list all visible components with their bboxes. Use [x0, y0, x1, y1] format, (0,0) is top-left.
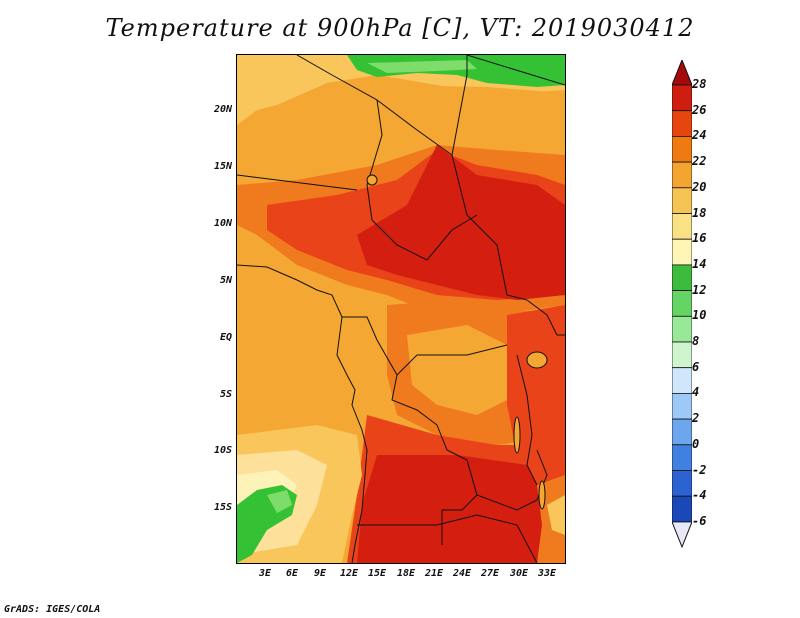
- border-line-11: [516, 354, 538, 486]
- border-line-10: [526, 299, 565, 336]
- colorbar-label: 22: [692, 154, 707, 169]
- colorbar-label: -2: [692, 462, 707, 477]
- colorbar-segment: [672, 110, 692, 137]
- map-canvas: [237, 55, 565, 563]
- colorbar-label: 28: [692, 77, 707, 91]
- footer-credit: GrADS: IGES/COLA: [4, 604, 101, 615]
- border-line-9: [476, 449, 548, 511]
- colorbar-segment: [672, 290, 692, 317]
- colorbar-label: 8: [692, 334, 700, 348]
- lon-label-18e: 18E: [396, 568, 416, 579]
- colorbar-segment: [672, 367, 692, 394]
- colorbar-label: 12: [692, 282, 707, 297]
- great-lakes-region: [507, 305, 565, 475]
- lat-label-eq: EQ: [219, 332, 232, 343]
- colorbar-segment: [672, 444, 692, 471]
- colorbar-segment: [672, 161, 692, 189]
- lon-label-33e: 33E: [537, 568, 557, 579]
- colorbar-label: 26: [692, 102, 707, 117]
- lon-label-15e: 15E: [367, 568, 387, 579]
- border-line-3: [451, 55, 468, 156]
- colorbar-segment: [672, 341, 692, 369]
- colorbar-label: 0: [692, 436, 700, 451]
- congo-basin-inner: [407, 325, 517, 415]
- colorbar-label: 4: [692, 385, 700, 400]
- colorbar-lower-arrow: [672, 521, 692, 549]
- colorbar-segment: [672, 315, 692, 343]
- colorbar: [672, 60, 692, 549]
- southeast-yellow: [547, 495, 565, 535]
- colorbar-segment: [672, 392, 692, 420]
- lakes: [366, 174, 548, 510]
- central-hot-core: [357, 145, 565, 300]
- lat-label-15n: 15N: [213, 161, 232, 172]
- lon-label-21e: 21E: [424, 568, 444, 579]
- border-line-5: [237, 174, 358, 191]
- north-lightgreen-region: [367, 60, 477, 73]
- chart-title: Temperature at 900hPa [C], VT: 201903041…: [105, 14, 695, 42]
- colorbar-label: 2: [692, 411, 700, 426]
- border-line-1: [296, 55, 383, 221]
- lat-label-10n: 10N: [213, 218, 232, 229]
- colorbar-segment: [672, 470, 692, 497]
- lon-label-6e: 6E: [285, 568, 299, 579]
- colorbar-label: -4: [692, 488, 707, 503]
- country-borders: [237, 55, 565, 563]
- lat-label-10s: 10S: [213, 445, 232, 456]
- colorbar-segment: [672, 213, 692, 240]
- colorbar-segment: [672, 264, 692, 291]
- lon-label-3e: 3E: [258, 568, 272, 579]
- west-african-coast: [237, 264, 368, 563]
- southwest-green-patch: [267, 490, 292, 513]
- west-coast-orange: [237, 255, 407, 435]
- border-line-2: [376, 99, 528, 301]
- colorbar-label: 14: [692, 256, 707, 271]
- colorbar-label: -6: [692, 513, 707, 528]
- lon-label-9e: 9E: [313, 568, 327, 579]
- lon-label-30e: 30E: [509, 568, 529, 579]
- lon-label-27e: 27E: [480, 568, 500, 579]
- lake-tanganyika: [513, 416, 521, 454]
- lon-label-12e: 12E: [339, 568, 359, 579]
- colorbar-upper-arrow: [672, 60, 692, 86]
- border-line-7: [396, 344, 508, 376]
- border-line-13: [357, 514, 538, 563]
- colorbar-label: 20: [692, 179, 707, 194]
- colorbar-segment: [672, 136, 692, 163]
- colorbar-segment: [672, 238, 692, 266]
- lake-chad: [366, 174, 378, 186]
- colorbar-segment: [672, 187, 692, 214]
- lat-label-5n: 5N: [219, 275, 232, 286]
- colorbar-label: 16: [692, 231, 707, 246]
- lake-victoria: [526, 351, 548, 369]
- border-line-12: [466, 55, 565, 86]
- north-yellow-strip: [387, 85, 565, 115]
- temperature-map: [236, 54, 566, 564]
- lat-label-15s: 15S: [213, 502, 232, 513]
- colorbar-label: 24: [692, 128, 707, 143]
- lake-malawi: [538, 480, 546, 510]
- colorbar-segment: [672, 84, 692, 112]
- lat-label-5s: 5S: [219, 389, 232, 400]
- southern-hot-core: [357, 455, 547, 563]
- colorbar-segment: [672, 495, 692, 523]
- colorbar-label: 10: [692, 308, 707, 323]
- lon-label-24e: 24E: [452, 568, 472, 579]
- colorbar-segment: [672, 418, 692, 446]
- border-line-4: [371, 214, 478, 261]
- colorbar-label: 6: [692, 359, 700, 374]
- colorbar-label: 18: [692, 205, 707, 220]
- lat-label-20n: 20N: [213, 104, 232, 115]
